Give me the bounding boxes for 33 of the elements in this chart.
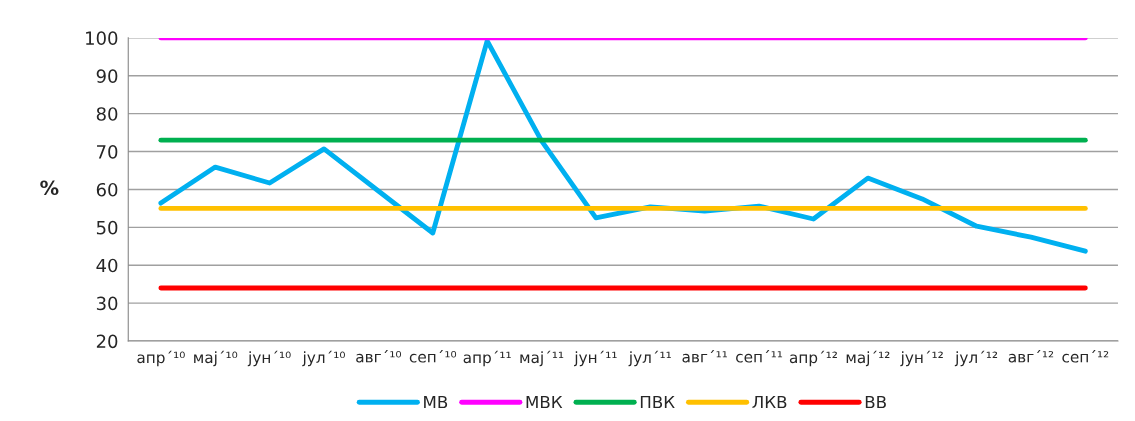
x-tick-label: сеп´¹⁰ xyxy=(409,350,457,363)
x-tick-label: авг´¹¹ xyxy=(682,350,727,363)
legend-label: ВВ xyxy=(865,395,886,409)
x-tick-label: јун´¹⁰ xyxy=(247,350,291,367)
y-tick-label: 80 xyxy=(96,107,118,121)
y-tick-label: 100 xyxy=(86,31,118,46)
y-tick-label: 60 xyxy=(96,182,118,197)
x-tick-label: јул´¹⁰ xyxy=(302,350,345,367)
x-tick-label: авг´¹⁰ xyxy=(356,350,402,363)
x-tick-label: јул´¹¹ xyxy=(628,350,671,367)
legend-label: ПВК xyxy=(640,395,675,409)
x-tick-label: мај´¹¹ xyxy=(520,350,564,367)
x-tick-label: јун´¹² xyxy=(900,350,943,367)
y-tick-label: 90 xyxy=(96,69,118,83)
y-tick-label: 50 xyxy=(96,220,118,235)
x-tick-label: сеп´¹² xyxy=(1062,350,1109,363)
legend-label: МВ xyxy=(424,395,448,409)
legend-label: ЛКВ xyxy=(752,395,787,409)
legend-label: МВК xyxy=(526,395,563,409)
y-tick-label: 40 xyxy=(96,258,118,273)
y-axis-title: % xyxy=(40,180,59,196)
x-tick-label: апр´¹⁰ xyxy=(137,350,185,367)
x-tick-label: мај´¹⁰ xyxy=(194,350,238,367)
x-tick-label: сеп´¹¹ xyxy=(736,350,783,363)
y-tick-label: 70 xyxy=(97,145,118,159)
x-tick-label: јул´¹² xyxy=(954,350,998,367)
y-tick-label: 30 xyxy=(96,296,118,311)
x-tick-label: апр´¹² xyxy=(789,350,837,367)
x-tick-label: апр´¹¹ xyxy=(463,350,511,367)
y-tick-label: 20 xyxy=(96,334,118,349)
x-tick-label: мај´¹² xyxy=(846,350,890,367)
x-tick-label: јун´¹¹ xyxy=(574,350,617,367)
x-tick-label: авг´¹² xyxy=(1008,350,1054,363)
